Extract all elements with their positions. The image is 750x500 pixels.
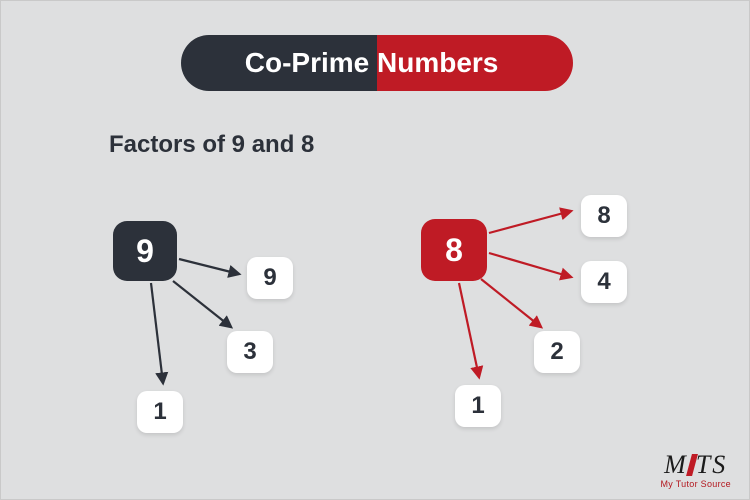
arrow bbox=[173, 281, 231, 327]
arrow bbox=[489, 211, 571, 233]
factor-node: 3 bbox=[227, 331, 273, 373]
factor-node: 1 bbox=[137, 391, 183, 433]
factor-node: 2 bbox=[534, 331, 580, 373]
logo-sub: My Tutor Source bbox=[660, 480, 731, 489]
subtitle: Factors of 9 and 8 bbox=[109, 131, 314, 159]
arrow bbox=[459, 283, 479, 377]
title-pill-left: Co-Prime bbox=[181, 35, 377, 91]
arrow bbox=[179, 259, 239, 274]
diagram-canvas: Co-Prime Numbers Factors of 9 and 8 9 9 3 1… bbox=[0, 0, 750, 500]
factor-node: 1 bbox=[455, 385, 501, 427]
title-text-right: Numbers bbox=[377, 47, 498, 79]
title-text-left: Co-Prime bbox=[245, 47, 377, 79]
arrow bbox=[489, 253, 571, 277]
main-node-9: 9 bbox=[113, 221, 177, 281]
arrow bbox=[481, 279, 541, 327]
factor-node: 8 bbox=[581, 195, 627, 237]
factor-node: 4 bbox=[581, 261, 627, 303]
title-pill-right: Numbers bbox=[377, 35, 573, 91]
factor-node: 9 bbox=[247, 257, 293, 299]
logo: MTS My Tutor Source bbox=[660, 452, 731, 489]
main-node-8: 8 bbox=[421, 219, 487, 281]
logo-top: MTS bbox=[660, 452, 731, 478]
arrow bbox=[151, 283, 163, 383]
